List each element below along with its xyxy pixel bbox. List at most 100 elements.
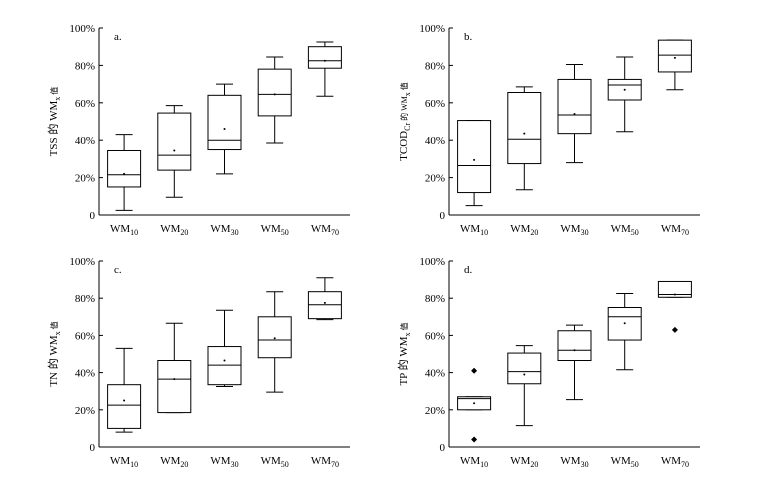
mean-point [173,378,176,381]
panel-label: a. [114,31,122,43]
y-tick-label: 60% [425,330,445,342]
y-axis-label: TN 的 WMx 值 [46,321,62,386]
y-tick-label: 20% [425,173,445,185]
panel-d: 0 20% 40% 60% 80% 100% d. TP 的 WMx 值 WM10 WM20 WM3… [396,256,700,469]
x-category-label: WM50 [611,455,639,469]
y-tick-label: 20% [75,405,95,417]
x-category-label: WM50 [261,223,289,237]
box-WM70 [657,39,692,91]
iqr-box [307,46,342,69]
x-category-label: WM10 [460,455,488,469]
box-WM20 [157,105,192,198]
y-tick-label: 40% [425,135,445,147]
box-WM70 [307,277,342,321]
x-category-label: WM70 [661,455,689,469]
mean-point [673,293,676,296]
x-category-label: WM70 [311,223,339,237]
x-category-label: WM70 [311,455,339,469]
mean-point [673,56,676,59]
y-tick-label: 80% [75,293,95,305]
x-category-label: WM70 [661,223,689,237]
outlier-point [471,436,478,443]
iqr-box [107,149,142,188]
iqr-box [507,92,542,165]
y-tick-label: 0 [440,210,446,222]
y-tick-label: 80% [75,60,95,72]
mean-point [123,172,126,175]
iqr-box [157,112,192,171]
box-WM10 [107,134,142,211]
box-WM20 [157,322,192,414]
y-tick-label: 40% [425,368,445,380]
panel-label: c. [114,264,122,276]
box-WM50 [257,56,292,144]
panel-label: b. [464,31,473,43]
panel-b: 0 20% 40% 60% 80% 100% b. TCODCr 的 WMx 值 WM10 WM2… [398,23,700,237]
mean-point [123,399,126,402]
outlier-point [471,367,478,374]
y-tick-label: 40% [75,135,95,147]
box-WM20 [507,345,542,427]
panel-label: d. [464,264,473,276]
mean-point [273,337,276,340]
y-axis-label: TCODCr 的 WMx 值 [398,82,412,161]
y-tick-label: 100% [69,256,95,268]
x-category-label: WM20 [510,223,538,237]
y-tick-label: 0 [90,210,96,222]
mean-point [523,373,526,376]
x-category-label: WM10 [110,223,138,237]
x-category-label: WM50 [261,455,289,469]
iqr-box [457,120,492,194]
panel-c: 0 20% 40% 60% 80% 100% c. TN 的 WMx 值 WM10 WM20 WM3… [46,256,350,469]
box-WM30 [557,324,592,401]
box-WM30 [207,83,242,175]
y-tick-label: 100% [419,23,445,35]
mean-point [573,349,576,352]
panel-a: 0 20% 40% 60% 80% 100% a. TSS 的 WMx 值 WM10 WM20 WM… [46,23,350,237]
x-category-label: WM50 [611,223,639,237]
x-category-label: WM30 [210,223,238,237]
mean-point [573,113,576,116]
mean-point [623,88,626,91]
box-WM50 [607,56,642,133]
x-category-label: WM30 [560,455,588,469]
iqr-box [557,330,592,362]
y-tick-label: 100% [69,23,95,35]
iqr-box [657,39,692,73]
y-tick-label: 0 [90,442,96,454]
x-category-label: WM20 [160,223,188,237]
mean-point [223,359,226,362]
iqr-box [107,384,142,429]
y-tick-label: 60% [75,330,95,342]
box-WM70 [657,280,692,333]
outlier-point [671,326,678,333]
y-tick-label: 40% [75,368,95,380]
box-WM30 [207,309,242,388]
y-tick-label: 80% [425,60,445,72]
y-tick-label: 80% [425,293,445,305]
iqr-box [657,280,692,298]
iqr-box [507,352,542,385]
y-tick-label: 20% [425,405,445,417]
box-WM50 [607,293,642,371]
box-WM20 [507,86,542,191]
y-tick-label: 60% [75,98,95,110]
iqr-box [257,68,292,117]
box-WM10 [457,367,492,443]
x-category-label: WM20 [160,455,188,469]
box-WM70 [307,41,342,97]
y-tick-label: 100% [419,256,445,268]
iqr-box [557,78,592,135]
box-WM50 [257,291,292,393]
x-category-label: WM30 [210,455,238,469]
iqr-box [157,360,192,414]
y-axis-label: TP 的 WMx 值 [396,322,412,385]
box-WM10 [107,347,142,433]
y-axis-label: TSS 的 WMx 值 [46,87,62,157]
iqr-box [207,94,242,151]
x-category-label: WM10 [110,455,138,469]
mean-point [273,93,276,96]
box-WM30 [557,63,592,164]
mean-point [523,132,526,135]
